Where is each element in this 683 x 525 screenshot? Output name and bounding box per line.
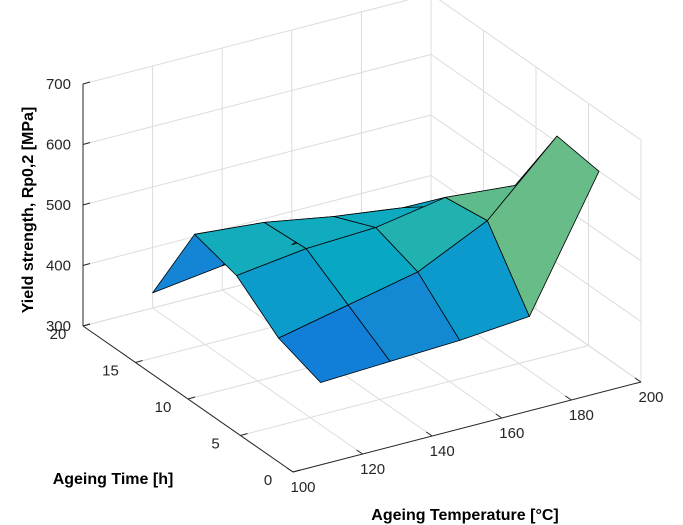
x-tick-mark (565, 395, 572, 401)
x-tick-mark (425, 431, 433, 437)
z-tick-label: 500 (46, 197, 71, 214)
surface-patch (486, 135, 600, 317)
y-tick-label: 0 (264, 472, 272, 489)
x-tick-label: 200 (638, 389, 663, 406)
z-tick-label: 400 (46, 258, 71, 275)
grid-line (82, 114, 432, 206)
grid-line (240, 345, 589, 436)
x-axis-line (292, 381, 642, 473)
grid-line (82, 175, 432, 266)
y-tick-mark (292, 469, 301, 473)
x-tick-mark (495, 413, 503, 419)
x-tick-label: 180 (569, 407, 594, 424)
y-tick-mark (187, 396, 196, 400)
z-tick-label: 700 (46, 76, 71, 93)
z-tick-mark (82, 142, 91, 145)
z-tick-label: 300 (46, 318, 71, 335)
z-tick-mark (82, 202, 91, 206)
y-tick-mark (135, 360, 143, 363)
surface-mesh (152, 135, 600, 383)
y-tick-mark (240, 433, 248, 436)
y-tick-label: 15 (102, 363, 119, 380)
x-tick-label: 100 (290, 479, 315, 496)
x-tick-mark (286, 467, 294, 473)
y-tick-label: 5 (211, 436, 219, 453)
x-tick-label: 140 (430, 443, 455, 460)
grid-line (82, 0, 410, 85)
grid-line (430, 54, 642, 201)
y-axis-label: Ageing Time [h] (53, 471, 174, 488)
z-axis-label: Yield strength, Rp0,2 [MPa] (20, 107, 37, 314)
x-tick-label: 160 (499, 425, 524, 442)
z-tick-mark (82, 323, 91, 327)
grid-line (82, 54, 432, 145)
z-tick-mark (82, 263, 91, 266)
y-tick-label: 20 (50, 326, 67, 343)
grid-line (438, 0, 642, 141)
y-tick-label: 10 (155, 399, 172, 416)
z-tick-mark (82, 81, 91, 85)
z-tick-label: 600 (46, 137, 71, 154)
x-axis-label: Ageing Temperature [°C] (371, 507, 558, 524)
x-tick-mark (356, 449, 363, 455)
x-tick-mark (634, 377, 642, 383)
x-tick-label: 120 (360, 461, 385, 478)
